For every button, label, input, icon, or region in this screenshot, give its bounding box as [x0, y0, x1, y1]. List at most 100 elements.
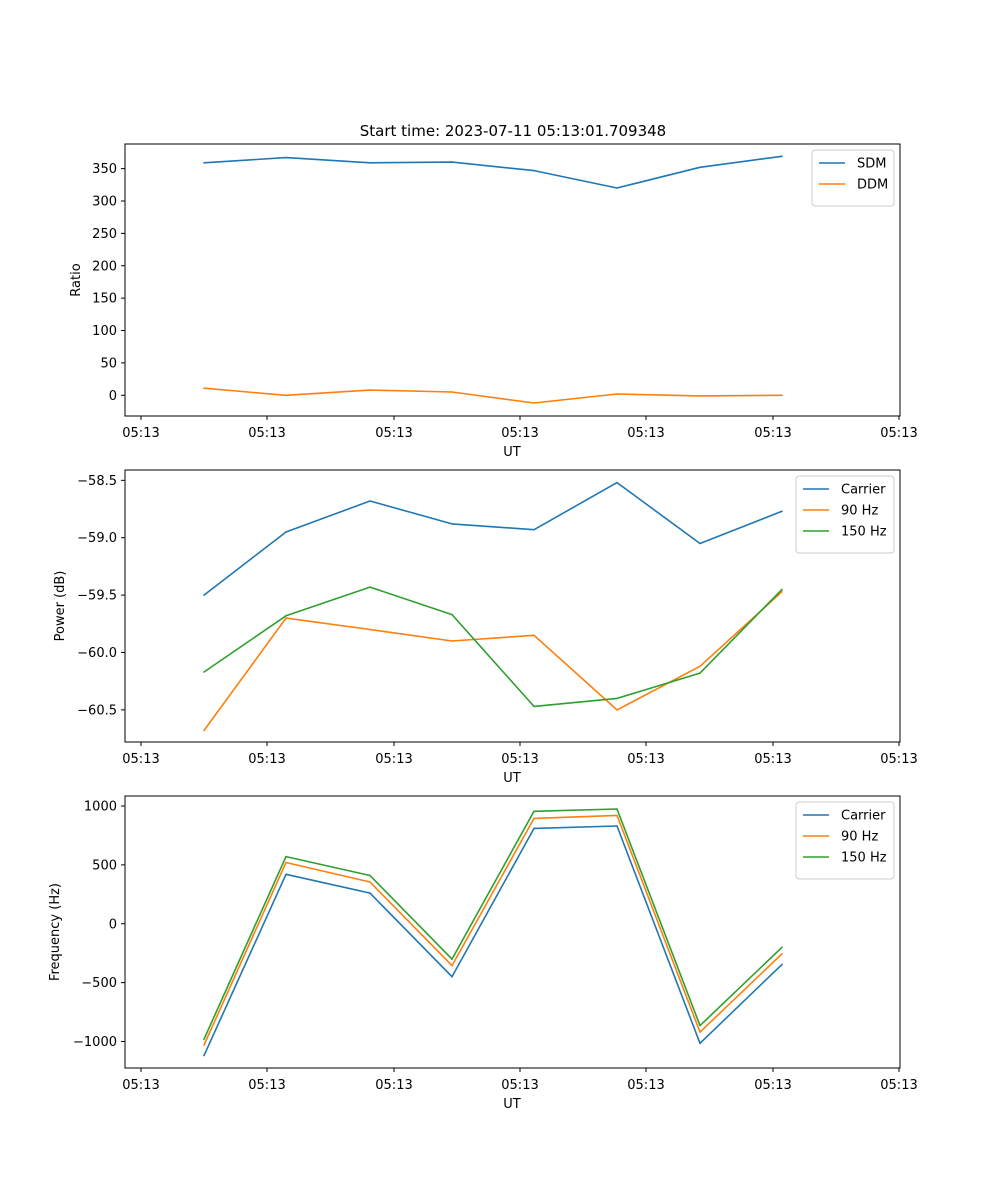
y-axis-label: Ratio [69, 263, 84, 296]
figure-title: Start time: 2023-07-11 05:13:01.709348 [360, 122, 666, 140]
y-tick-label: −500 [81, 976, 117, 991]
data-point [781, 155, 783, 158]
data-point [533, 817, 535, 820]
y-tick-label: 100 [92, 324, 117, 339]
series-line-150-hz [203, 586, 783, 708]
data-point [699, 1042, 701, 1045]
legend-box [811, 149, 895, 207]
data-point [285, 394, 287, 397]
y-tick-label: 250 [92, 227, 117, 242]
data-point [616, 825, 618, 827]
data-point [781, 953, 783, 955]
y-tick-label: 300 [92, 194, 117, 209]
data-point [203, 729, 205, 732]
legend-label: 90 Hz [841, 830, 878, 845]
data-point [781, 588, 783, 591]
x-tick-label: 05:13 [248, 1078, 285, 1093]
data-point [781, 510, 783, 513]
y-tick-label: 350 [92, 162, 117, 177]
x-tick-label: 05:13 [122, 752, 159, 767]
data-point [781, 963, 783, 966]
legend-label: SDM [857, 157, 886, 172]
data-point [451, 964, 453, 967]
data-point [369, 389, 371, 391]
y-tick-label: −1000 [73, 1035, 117, 1050]
series-line-90-hz [203, 814, 783, 1046]
legend-box [795, 801, 895, 880]
y-tick-label: 500 [92, 858, 117, 873]
chart-panel-2: 05:13 05:13 05:13 05:13 05:13 05:13 05:13 UT −60… [53, 469, 918, 786]
data-point [533, 169, 535, 172]
x-axis-label: UT [503, 1097, 521, 1112]
series-line-150-hz [203, 808, 783, 1040]
data-point [616, 393, 618, 395]
data-point [203, 594, 205, 596]
data-point [285, 156, 287, 159]
x-tick-label: 05:13 [122, 1078, 159, 1093]
data-point [781, 590, 783, 593]
x-tick-label: 05:13 [501, 1078, 538, 1093]
chart-panel-3: 05:13 05:13 05:13 05:13 05:13 05:13 05:13 UT −10… [48, 795, 918, 1112]
data-point [369, 162, 371, 164]
data-point [699, 166, 701, 169]
data-point [616, 814, 618, 817]
x-tick-label: 05:13 [627, 1078, 664, 1093]
data-point [369, 628, 371, 631]
x-tick-label: 05:13 [248, 426, 285, 441]
series-line-90-hz [203, 591, 783, 731]
axes-frame [124, 469, 901, 743]
legend-label: Carrier [841, 483, 886, 498]
x-tick-label: 05:13 [754, 1078, 791, 1093]
data-point [616, 709, 618, 711]
y-axis-label: Power (dB) [53, 571, 68, 642]
x-tick-label: 05:13 [880, 752, 917, 767]
data-point [285, 855, 287, 858]
data-point [533, 827, 535, 830]
x-tick-label: 05:13 [880, 426, 917, 441]
y-tick-label: −58.5 [77, 474, 117, 489]
data-point [616, 697, 618, 700]
legend-label: 150 Hz [841, 851, 887, 866]
data-point [285, 615, 287, 617]
x-tick-label: 05:13 [248, 752, 285, 767]
data-point [203, 1038, 205, 1040]
x-tick-label: 05:13 [627, 752, 664, 767]
y-tick-label: 0 [109, 917, 117, 932]
legend-label: Carrier [841, 809, 886, 824]
data-point [616, 187, 618, 189]
y-tick-label: −60.5 [77, 703, 117, 718]
axes-frame [124, 143, 901, 417]
data-point [203, 1044, 205, 1046]
data-point [616, 481, 618, 484]
x-tick-label: 05:13 [375, 1078, 412, 1093]
x-tick-label: 05:13 [627, 426, 664, 441]
x-axis-label: UT [503, 771, 521, 786]
series-line-sdm [203, 155, 783, 189]
data-point [699, 1031, 701, 1033]
data-point [451, 523, 453, 525]
data-point [203, 162, 205, 164]
series-line-carrier [203, 481, 783, 596]
data-point [285, 617, 287, 619]
data-point [285, 861, 287, 864]
data-point [451, 391, 453, 393]
x-axis-label: UT [503, 445, 521, 460]
data-point [203, 1054, 205, 1057]
series-line-carrier [203, 825, 783, 1056]
x-tick-label: 05:13 [501, 426, 538, 441]
data-point [203, 671, 205, 673]
series-line-ddm [203, 387, 783, 404]
y-tick-label: −59.0 [77, 531, 117, 546]
y-tick-label: −60.0 [77, 646, 117, 661]
data-point [285, 531, 287, 533]
y-axis-label: Frequency (Hz) [48, 883, 63, 981]
data-point [699, 672, 701, 674]
y-tick-label: 50 [100, 356, 117, 371]
data-point [533, 634, 535, 637]
y-tick-label: 200 [92, 259, 117, 274]
data-point [616, 808, 618, 810]
data-point [369, 881, 371, 883]
data-point [699, 395, 701, 397]
data-point [533, 402, 535, 404]
data-point [699, 1024, 701, 1027]
